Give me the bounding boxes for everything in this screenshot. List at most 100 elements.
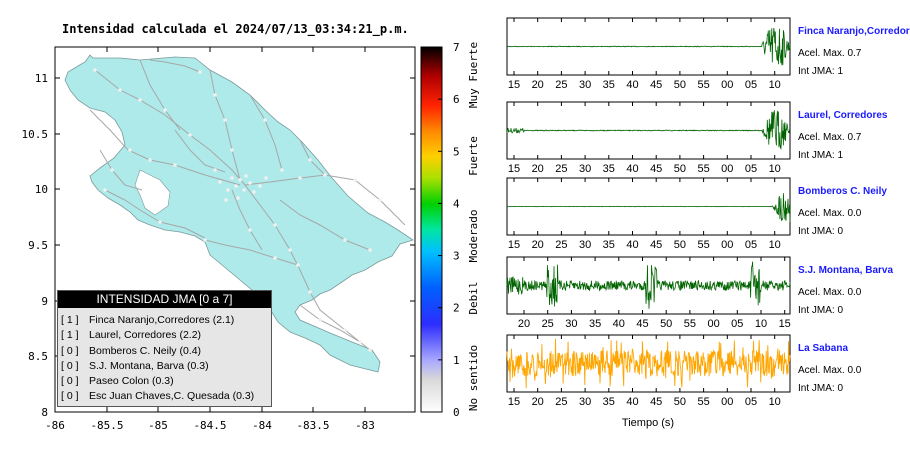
map-y-tick-label: 11 [35, 72, 48, 85]
town-marker [288, 248, 292, 252]
waveform-tick-label: 00 [721, 239, 733, 251]
legend-title: INTENSIDAD JMA [0 a 7] [58, 291, 271, 308]
waveform-panels: 15 20 25 30 35 40 45 50 55 00 05 10 Finca Naranjo,Co… [506, 17, 910, 408]
waveform-tick-label: 20 [532, 79, 544, 91]
town-marker [213, 93, 217, 97]
waveform-tick-label: 55 [697, 396, 709, 408]
waveform-panel: 15 20 25 30 35 40 45 50 55 00 05 10 Laurel, Corredor… [506, 101, 888, 175]
map-y-tick-label: 8.5 [28, 350, 48, 363]
map-y-tick-label: 8 [41, 406, 48, 419]
legend-intensity: [ 1 ] [61, 314, 79, 326]
legend-station: Esc Juan Chaves,C. Quesada (0.3) [89, 390, 255, 403]
colorbar-tick-label: 2 [453, 302, 460, 315]
station-int-jma: Int JMA: 0 [798, 226, 843, 237]
station-name: Bomberos C. Neily [798, 186, 887, 197]
town-marker [218, 180, 222, 184]
waveform-tick-label: 20 [532, 163, 544, 175]
station-int-jma: Int JMA: 0 [798, 305, 843, 316]
town-marker [273, 223, 277, 227]
town-marker [110, 168, 114, 172]
legend-station: S.J. Montana, Barva (0.3) [89, 359, 209, 372]
town-marker [280, 168, 284, 172]
legend-intensity: [ 0 ] [61, 359, 79, 372]
town-marker [230, 148, 234, 152]
waveform-tick-label: 05 [745, 239, 757, 251]
legend-intensity: [ 1 ] [61, 329, 79, 342]
waveform-tick-label: 10 [769, 163, 781, 175]
town-marker [368, 348, 372, 352]
town-marker [158, 220, 162, 224]
waveform-tick-label: 15 [508, 239, 520, 251]
town-marker [378, 198, 382, 202]
waveform-panel: 15 20 25 30 35 40 45 50 55 00 05 10 Bomberos C. Neil… [506, 177, 887, 251]
town-marker [203, 238, 207, 242]
map-y-tick-label: 10 [35, 183, 48, 196]
waveform-panel: 15 20 25 30 35 40 45 50 55 00 05 10 La Sabana Acel. M… [506, 334, 862, 408]
colorbar-tick-label: 4 [453, 197, 460, 210]
town-marker [343, 328, 347, 332]
town-marker [244, 174, 248, 178]
town-marker [263, 118, 267, 122]
waveform-tick-label: 15 [508, 163, 520, 175]
waveform-tick-label: 35 [589, 318, 601, 330]
waveform-tick-label: 50 [674, 79, 686, 91]
legend-station: Paseo Colon (0.3) [89, 375, 174, 388]
town-marker [234, 184, 238, 188]
waveform-trace [506, 193, 791, 223]
waveform-tick-label: 50 [674, 396, 686, 408]
legend-row: [ 0 ] Paseo Colon (0.3) [61, 374, 271, 389]
legend-row: [ 1 ] Finca Naranjo,Corredores (2.1) [61, 313, 271, 328]
map-x-tick-label: -83 [355, 419, 375, 432]
waveform-tick-label: 05 [745, 79, 757, 91]
waveform-tick-label: 55 [697, 239, 709, 251]
waveform-trace [506, 261, 791, 309]
station-name: La Sabana [798, 343, 848, 354]
waveform-tick-label: 50 [660, 318, 672, 330]
colorbar-class-label: No sentido [467, 345, 480, 411]
costa-rica-land [64, 54, 414, 373]
town-marker [173, 163, 177, 167]
road [94, 69, 246, 186]
town-marker [236, 196, 240, 200]
colorbar-gradient [420, 46, 443, 413]
road [99, 149, 143, 191]
waveform-tick-label: 10 [769, 79, 781, 91]
intensity-colorbar: 0 1 2 3 4 5 6 7 No sentido Debil Moderado Fuerte Mu… [420, 41, 480, 419]
intensity-legend: INTENSIDAD JMA [0 a 7] [ 1 ] Finca Naranj… [57, 290, 272, 407]
map-x-tick-label: -84.5 [193, 419, 226, 432]
town-marker [188, 133, 192, 137]
station-name: Laurel, Corredores [798, 110, 888, 121]
road [279, 199, 371, 251]
legend-station: Laurel, Corredores (2.2) [89, 329, 202, 342]
waveform-tick-label: 25 [555, 79, 567, 91]
road [249, 94, 283, 171]
station-accel: Acel. Max. 0.7 [798, 132, 862, 143]
town-marker [230, 176, 234, 180]
town-marker [224, 198, 228, 202]
map-x-tick-label: -83.5 [296, 419, 329, 432]
waveform-tick-label: 55 [684, 318, 696, 330]
town-marker [248, 181, 252, 185]
map-frame [54, 46, 416, 413]
waveform-trace [506, 338, 791, 389]
map-title: Intensidad calculada el 2024/07/13_03:34… [62, 22, 409, 36]
legend-intensity: [ 0 ] [61, 375, 79, 388]
town-marker [318, 318, 322, 322]
town-marker [238, 178, 242, 182]
map-x-tick-label: -84 [252, 419, 272, 432]
colorbar-ticks: 0 1 2 3 4 5 6 7 [438, 41, 460, 419]
road [139, 59, 181, 131]
waveform-trace [506, 27, 791, 66]
town-marker [223, 118, 227, 122]
waveform-tick-label: 40 [626, 163, 638, 175]
map-y-tick-label: 9 [41, 295, 48, 308]
waveform-panel: 20 25 30 35 40 45 50 55 00 05 10 15 S.J. Montana, Ba… [506, 256, 893, 330]
road [204, 239, 299, 266]
legend-row: [ 0 ] Esc Juan Chaves,C. Quesada (0.3) [61, 389, 271, 404]
town-marker [242, 188, 246, 192]
town-marker [128, 148, 132, 152]
waveform-tick-label: 45 [650, 396, 662, 408]
town-marker [308, 290, 312, 294]
waveform-tick-label: 30 [579, 163, 591, 175]
waveform-tick-label: 40 [626, 239, 638, 251]
